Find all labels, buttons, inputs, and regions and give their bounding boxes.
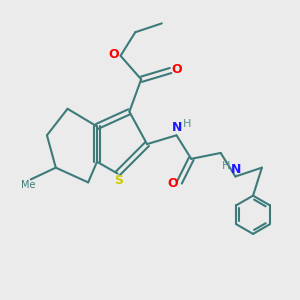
Text: O: O xyxy=(109,48,119,61)
Text: N: N xyxy=(231,163,241,176)
Text: N: N xyxy=(172,122,182,134)
Text: H: H xyxy=(183,119,191,129)
Text: O: O xyxy=(168,177,178,190)
Text: H: H xyxy=(222,161,230,171)
Text: S: S xyxy=(115,173,124,187)
Text: O: O xyxy=(171,62,182,76)
Text: Me: Me xyxy=(21,180,36,190)
